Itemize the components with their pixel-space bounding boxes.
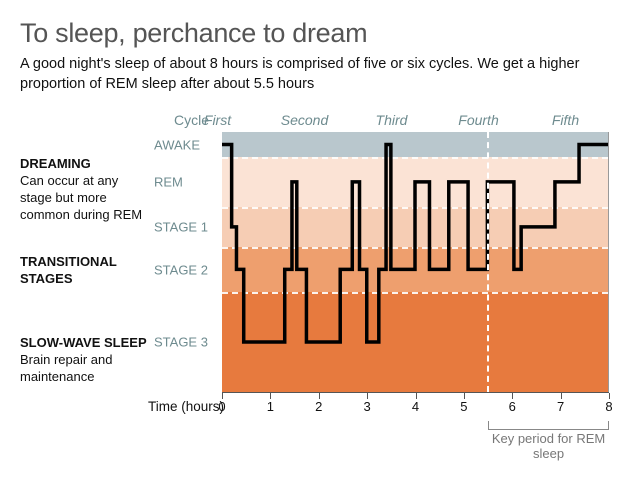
x-tick-label: 2 [315,399,322,414]
stage-label-awake: AWAKE [154,137,216,152]
key-period-label: Key period for REM sleep [488,431,609,461]
x-tick-label: 1 [267,399,274,414]
stage-label-rem: REM [154,175,216,190]
page-subtitle: A good night's sleep of about 8 hours is… [20,55,609,94]
x-tick-label: 4 [412,399,419,414]
cycle-label-2: Second [261,112,348,128]
note-transitional: TRANSITIONAL STAGES [20,254,148,288]
key-period: Key period for REM sleep [222,423,609,451]
stage-label-stage2: STAGE 2 [154,262,216,277]
note-slowwave-body: Brain repair and maintenance [20,352,148,386]
cycle-label-5: Fifth [522,112,609,128]
stage-label-stage3: STAGE 3 [154,335,216,350]
page-title: To sleep, perchance to dream [20,18,609,49]
x-axis-title: Time (hours) [148,399,224,414]
note-slowwave: SLOW-WAVE SLEEP Brain repair and mainten… [20,335,148,386]
chart-area: DREAMING Can occur at any stage but more… [20,112,609,451]
note-dreaming-body: Can occur at any stage but more common d… [20,173,148,224]
note-transitional-head: TRANSITIONAL STAGES [20,254,148,288]
x-tick-label: 5 [460,399,467,414]
cycle-label-4: Fourth [435,112,522,128]
key-period-bracket [488,421,609,430]
x-tick-label: 6 [509,399,516,414]
cycle-row: Cycle FirstSecondThirdFourthFifth [222,112,609,128]
note-slowwave-head: SLOW-WAVE SLEEP [20,335,148,352]
sleep-chart: STAGE 3STAGE 2STAGE 1REMAWAKE [222,132,609,392]
x-axis: Time (hours) 012345678 [222,392,609,423]
cycle-label-3: Third [348,112,435,128]
x-tick-label: 8 [605,399,612,414]
hypnogram-line [222,132,608,392]
hypnogram-path [222,145,608,342]
chart-wrap: Cycle FirstSecondThirdFourthFifth STAGE … [154,112,609,451]
x-tick-label: 3 [364,399,371,414]
left-annotations: DREAMING Can occur at any stage but more… [20,112,154,451]
stage-label-stage1: STAGE 1 [154,220,216,235]
note-dreaming-head: DREAMING [20,156,148,173]
rem-threshold-line [487,132,489,392]
x-tick-label: 7 [557,399,564,414]
note-dreaming: DREAMING Can occur at any stage but more… [20,156,148,224]
x-tick-label: 0 [218,399,225,414]
